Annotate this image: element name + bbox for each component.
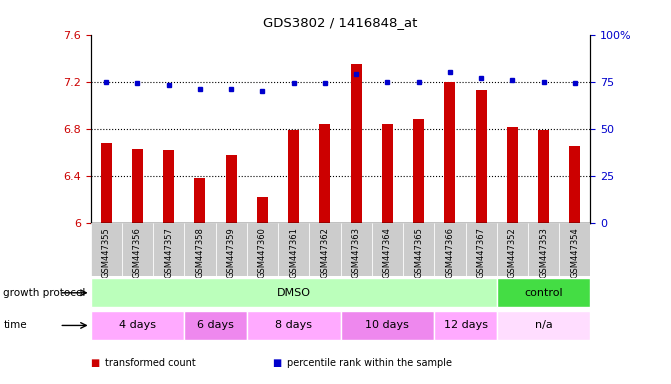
Bar (497, 223, 528, 276)
Bar (538, 130, 549, 223)
Text: GSM447355: GSM447355 (102, 227, 111, 278)
Text: 4 days: 4 days (119, 320, 156, 331)
Text: GSM447353: GSM447353 (539, 227, 548, 278)
Text: 6 days: 6 days (197, 320, 234, 331)
Bar (289, 130, 299, 223)
Bar (185, 311, 247, 340)
Bar (91, 223, 122, 276)
Bar (153, 223, 185, 276)
Text: ■: ■ (272, 358, 281, 368)
Bar (278, 223, 309, 276)
Text: time: time (3, 320, 27, 331)
Text: DMSO: DMSO (276, 288, 311, 298)
Bar (444, 82, 456, 223)
Text: GSM447354: GSM447354 (570, 227, 579, 278)
Text: GSM447367: GSM447367 (476, 227, 486, 278)
Text: 12 days: 12 days (444, 320, 488, 331)
Text: GSM447366: GSM447366 (446, 227, 454, 278)
Bar (340, 311, 434, 340)
Text: GSM447352: GSM447352 (508, 227, 517, 278)
Bar (382, 124, 393, 223)
Text: 10 days: 10 days (366, 320, 409, 331)
Bar (434, 311, 497, 340)
Bar (497, 278, 590, 308)
Bar (195, 178, 205, 223)
Bar (225, 154, 237, 223)
Bar (570, 146, 580, 223)
Text: GSM447360: GSM447360 (258, 227, 267, 278)
Text: control: control (524, 288, 563, 298)
Text: GSM447364: GSM447364 (383, 227, 392, 278)
Text: n/a: n/a (535, 320, 552, 331)
Bar (132, 149, 143, 223)
Text: GSM447362: GSM447362 (321, 227, 329, 278)
Text: percentile rank within the sample: percentile rank within the sample (287, 358, 452, 368)
Text: 8 days: 8 days (275, 320, 312, 331)
Bar (319, 124, 330, 223)
Bar (163, 150, 174, 223)
Bar (122, 223, 153, 276)
Text: GSM447363: GSM447363 (352, 227, 360, 278)
Bar (247, 311, 341, 340)
Text: transformed count: transformed count (105, 358, 196, 368)
Bar (309, 223, 341, 276)
Text: GDS3802 / 1416848_at: GDS3802 / 1416848_at (263, 16, 418, 29)
Text: ■: ■ (91, 358, 100, 368)
Bar (340, 223, 372, 276)
Bar (257, 197, 268, 223)
Bar (476, 90, 486, 223)
Bar (507, 127, 518, 223)
Bar (215, 223, 247, 276)
Text: GSM447357: GSM447357 (164, 227, 173, 278)
Bar (528, 223, 559, 276)
Bar (559, 223, 590, 276)
Bar (101, 143, 111, 223)
Bar (466, 223, 497, 276)
Bar (247, 223, 278, 276)
Bar (351, 64, 362, 223)
Text: GSM447356: GSM447356 (133, 227, 142, 278)
Bar (91, 311, 185, 340)
Text: GSM447361: GSM447361 (289, 227, 298, 278)
Bar (91, 278, 497, 308)
Text: growth protocol: growth protocol (3, 288, 86, 298)
Text: GSM447358: GSM447358 (195, 227, 205, 278)
Bar (372, 223, 403, 276)
Bar (434, 223, 466, 276)
Bar (403, 223, 434, 276)
Text: GSM447359: GSM447359 (227, 227, 236, 278)
Bar (413, 119, 424, 223)
Bar (185, 223, 215, 276)
Bar (497, 311, 590, 340)
Text: GSM447365: GSM447365 (414, 227, 423, 278)
